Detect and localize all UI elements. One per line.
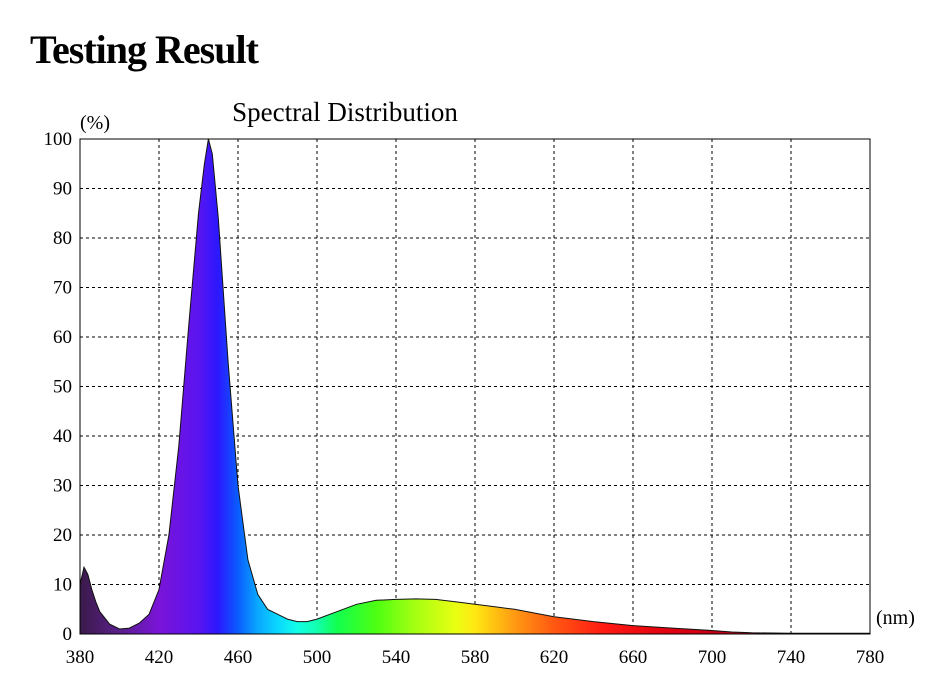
y-tick-label: 30 (53, 476, 72, 497)
x-tick-label: 620 (540, 647, 569, 668)
chart-title: Spectral Distribution (232, 97, 458, 127)
x-tick-label: 460 (224, 647, 253, 668)
y-tick-label: 60 (53, 327, 72, 348)
y-tick-label: 10 (53, 575, 72, 596)
y-tick-label: 100 (44, 129, 73, 150)
y-tick-label: 50 (53, 377, 72, 398)
x-tick-label: 420 (145, 647, 174, 668)
x-tick-labels: 380 420 460 500 540 580 620 660 700 740 780 (66, 647, 885, 668)
x-tick-label: 780 (856, 647, 885, 668)
x-tick-label: 540 (382, 647, 411, 668)
y-axis-unit-label: (%) (80, 112, 110, 134)
y-tick-labels: 0 10 20 30 40 50 60 70 80 90 100 (44, 129, 73, 645)
page-heading: Testing Result (30, 27, 259, 72)
grid (80, 139, 870, 634)
x-tick-label: 740 (777, 647, 806, 668)
x-tick-label: 580 (461, 647, 490, 668)
y-tick-label: 70 (53, 278, 72, 299)
x-tick-label: 700 (698, 647, 727, 668)
x-tick-label: 500 (303, 647, 332, 668)
spectrum-line (79, 138, 870, 634)
spectrum-area (79, 138, 870, 634)
y-tick-label: 20 (53, 525, 72, 546)
x-axis-unit-label: (nm) (876, 607, 915, 629)
x-tick-label: 380 (66, 647, 95, 668)
y-tick-label: 90 (53, 179, 72, 200)
plot-frame (79, 138, 871, 635)
y-tick-label: 0 (63, 624, 73, 645)
y-tick-label: 40 (53, 426, 72, 447)
y-tick-label: 80 (53, 228, 72, 249)
x-tick-label: 660 (619, 647, 648, 668)
